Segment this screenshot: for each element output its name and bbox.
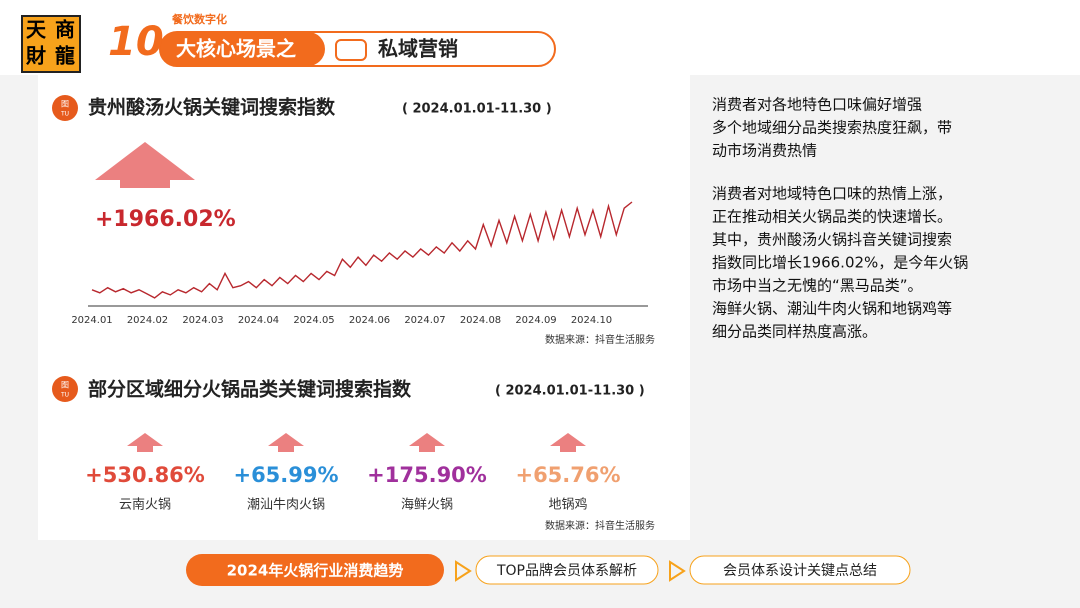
side-line: 海鲜火锅、潮汕牛肉火锅和地锅鸡等 (712, 300, 952, 318)
logo-char: 龍 (55, 44, 75, 68)
side-line: 其中，贵州酸汤火锅抖音关键词搜索 (712, 231, 952, 249)
x-tick-label: 2024.10 (571, 315, 612, 326)
x-tick-label: 2024.09 (515, 315, 556, 326)
plot: 2024.01 2024.02 2024.03 2024.04 2024.05 2024.… (71, 201, 633, 326)
icon-text: 图 (61, 100, 69, 109)
x-tick-label: 2024.08 (460, 315, 501, 326)
source: 数据来源：抖音生活服务 (545, 333, 655, 346)
nav-active[interactable] (186, 554, 444, 586)
stat-name: 海鲜火锅 (401, 497, 453, 513)
stat-name: 潮汕牛肉火锅 (247, 497, 325, 513)
chat-icon (335, 39, 367, 61)
section-period: ( 2024.01.01-11.30 ) (495, 384, 645, 399)
up-arrow (409, 433, 445, 452)
up-arrow (550, 433, 586, 452)
side-line: 消费者对各地特色口味偏好增强 (712, 96, 922, 114)
x-tick-label: 2024.06 (349, 315, 390, 326)
side-line: 动市场消费热情 (712, 142, 817, 160)
icon-text: TU (60, 392, 69, 399)
x-tick-label: 2024.07 (404, 315, 445, 326)
side-line: 多个地域细分品类搜索热度狂飙，带 (712, 119, 952, 137)
growth: +1966.02% (95, 207, 236, 232)
logo-char: 財 (26, 44, 46, 68)
title-pill-fill (160, 32, 325, 66)
side-line: 市场中当之无愧的“黑马品类”。 (712, 277, 923, 295)
x-tick-label: 2024.03 (182, 315, 223, 326)
side-text: 消费者对各地特色口味偏好增强多个地域细分品类搜索热度狂飙，带动市场消费热情消费者… (712, 96, 968, 341)
up-arrow (95, 142, 195, 188)
header-title: 大核心场景之 (176, 37, 296, 61)
x-tick-label: 2024.02 (127, 315, 168, 326)
side-line: 细分品类同样热度高涨。 (712, 323, 877, 341)
x-tick-label: 2024.05 (293, 315, 334, 326)
nav-pill[interactable] (475, 555, 659, 585)
x-tick-label: 2024.04 (238, 315, 279, 326)
logo-char: 商 (55, 18, 75, 42)
logo-box (21, 15, 81, 73)
icon (52, 95, 78, 121)
stat-name: 地锅鸡 (548, 497, 587, 513)
nav-arrow (669, 560, 686, 582)
stats: +530.86% 云南火锅 +65.99% 潮汕牛肉火锅 +175.90% 海鲜火锅 +65… (85, 433, 621, 513)
icon-text: 图 (61, 381, 69, 390)
nav-pill[interactable] (689, 555, 911, 585)
stat-value: +65.76% (515, 463, 620, 487)
line (91, 201, 633, 299)
nav-item[interactable]: 会员体系设计关键点总结 (723, 563, 877, 579)
section-period: ( 2024.01.01-11.30 ) (402, 102, 552, 117)
section-title: 贵州酸汤火锅关键词搜索指数 (88, 96, 336, 119)
kicker: 餐饮数字化 (171, 12, 227, 26)
side-line: 正在推动相关火锅品类的快速增长。 (712, 208, 952, 226)
stat-value: +530.86% (85, 463, 205, 487)
icon-text: TU (60, 111, 69, 118)
icon (52, 376, 78, 402)
section-title: 部分区域细分火锅品类关键词搜索指数 (88, 378, 412, 401)
up-arrow (268, 433, 304, 452)
nav-item[interactable]: TOP品牌会员体系解析 (496, 562, 637, 579)
logo-char: 天 (26, 18, 47, 42)
stat-value: +175.90% (367, 463, 487, 487)
big-number: 10 (108, 19, 164, 65)
nav-arrow (455, 560, 472, 582)
up-arrow (127, 433, 163, 452)
x-tick-label: 2024.01 (71, 315, 112, 326)
stat-name: 云南火锅 (119, 497, 171, 513)
badge: 私域营销 (378, 37, 458, 61)
source: 数据来源：抖音生活服务 (545, 519, 655, 532)
side-line: 消费者对地域特色口味的热情上涨， (712, 185, 952, 203)
growth-label: 同比增长 (118, 189, 162, 203)
side-line: 指数同比增长1966.02%，是今年火锅 (712, 254, 968, 272)
nav-item[interactable]: 2024年火锅行业消费趋势 (227, 562, 404, 580)
stat-value: +65.99% (233, 463, 338, 487)
